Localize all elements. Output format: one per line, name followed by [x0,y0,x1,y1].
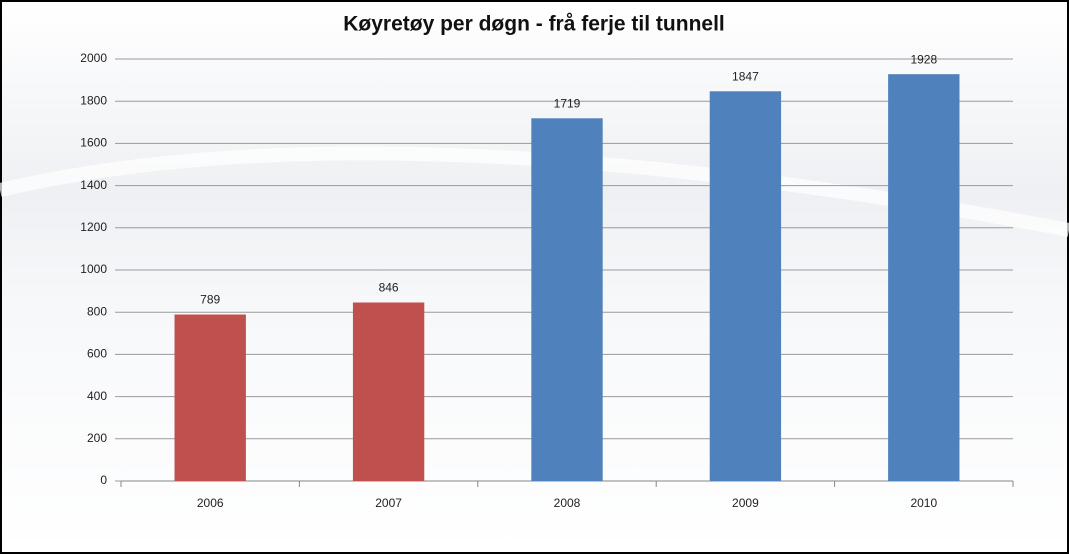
y-tick-label: 1200 [80,220,107,234]
x-tick-label: 2006 [197,496,224,510]
y-tick-label: 400 [87,389,107,403]
y-tick-label: 1000 [80,262,107,276]
bar [888,74,960,481]
y-tick-label: 0 [100,473,107,487]
y-tick-label: 1600 [80,136,107,150]
data-label: 1928 [910,52,937,66]
y-tick-label: 200 [87,431,107,445]
bar [352,302,425,481]
x-tick-label: 2008 [554,496,581,510]
y-tick-label: 1400 [80,178,107,192]
data-label: 1719 [554,96,581,110]
data-label: 846 [379,281,399,295]
bar [709,91,782,482]
data-label: 789 [200,293,220,307]
chart-title: Køyretøy per døgn - frå ferje til tunnel… [343,13,725,36]
y-tick-label: 800 [87,304,107,318]
y-tick-label: 2000 [80,51,107,65]
data-label: 1847 [732,69,759,83]
x-tick-label: 2009 [732,496,759,510]
y-tick-label: 1800 [80,93,107,107]
x-tick-label: 2007 [375,496,402,510]
x-tick-label: 2010 [910,496,937,510]
bar [174,314,246,481]
y-tick-label: 600 [87,347,107,361]
bar [531,118,603,481]
